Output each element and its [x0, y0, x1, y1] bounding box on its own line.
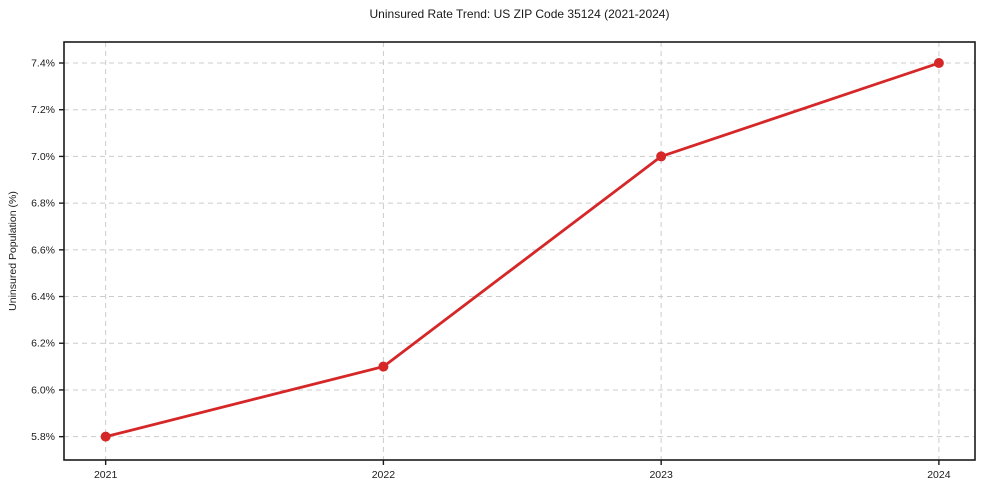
- data-point-marker: [933, 58, 944, 69]
- data-point-marker: [656, 151, 667, 162]
- y-tick-label: 7.0%: [31, 151, 55, 163]
- plot-frame: [63, 41, 976, 461]
- y-tick-label: 6.0%: [31, 384, 55, 396]
- x-tick-label: 2024: [927, 469, 951, 481]
- chart-title: Uninsured Rate Trend: US ZIP Code 35124 …: [369, 7, 670, 21]
- y-tick-label: 6.4%: [31, 291, 55, 303]
- y-axis-label: Uninsured Population (%): [7, 191, 19, 311]
- y-tick-label: 6.6%: [31, 244, 55, 256]
- y-tick-label: 6.2%: [31, 338, 55, 350]
- data-point-marker: [100, 431, 111, 442]
- data-point-marker: [378, 361, 389, 372]
- y-tick-label: 7.2%: [31, 104, 55, 116]
- x-tick-label: 2023: [649, 469, 673, 481]
- y-tick-label: 5.8%: [31, 431, 55, 443]
- trend-line: [104, 61, 941, 439]
- x-tick-label: 2022: [372, 469, 396, 481]
- y-tick-label: 7.4%: [31, 58, 55, 70]
- y-tick-label: 6.8%: [31, 198, 55, 210]
- x-tick-label: 2021: [94, 469, 118, 481]
